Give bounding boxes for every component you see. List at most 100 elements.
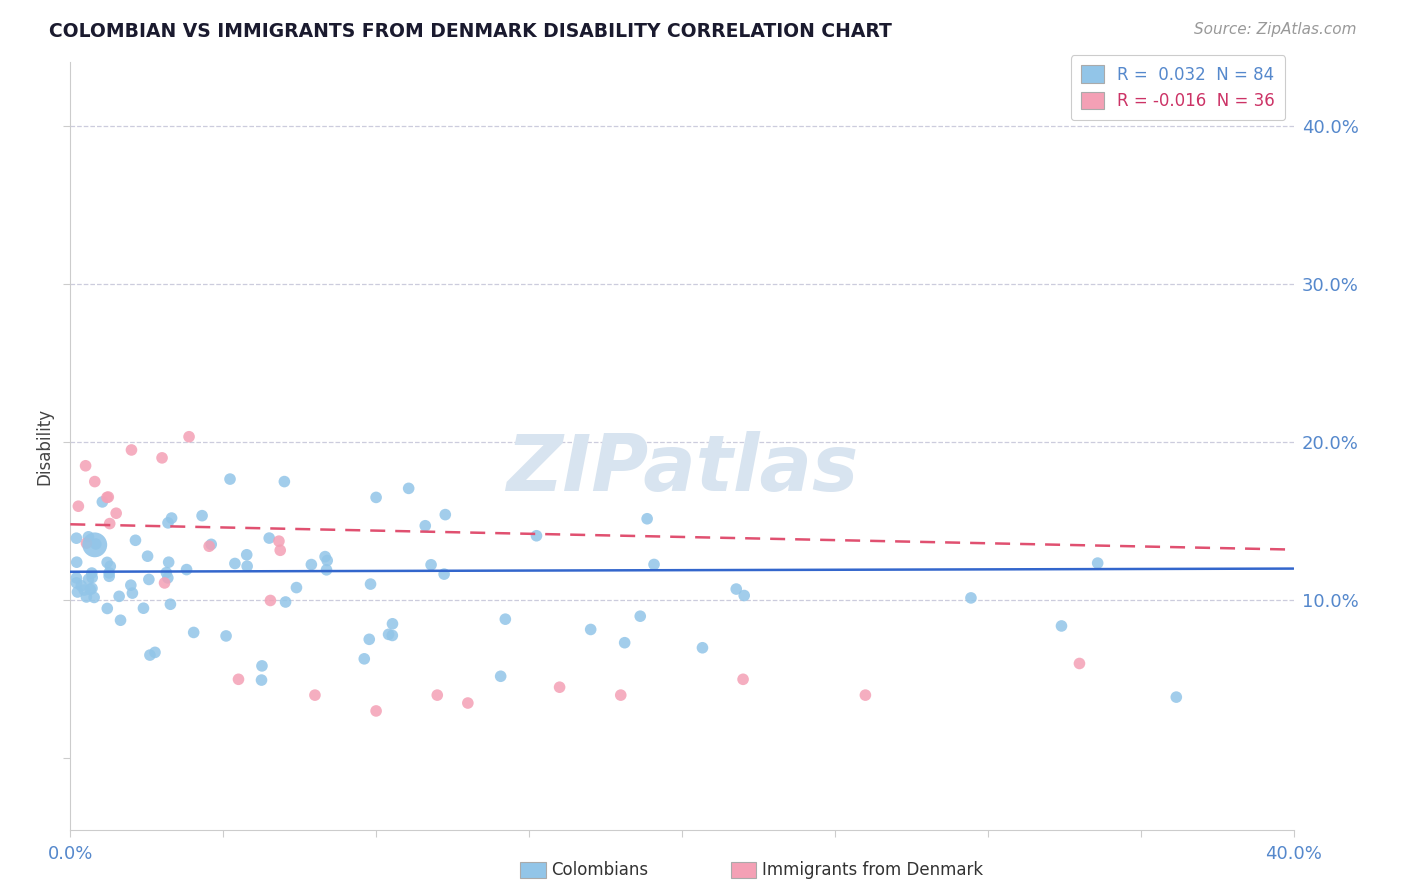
Point — [273, 475, 295, 489]
Point — [381, 628, 404, 642]
Point — [139, 648, 162, 662]
Text: 40.0%: 40.0% — [1265, 846, 1322, 863]
Point — [359, 632, 381, 647]
Point — [228, 673, 250, 687]
Point — [725, 582, 748, 596]
Point — [855, 688, 877, 702]
Point — [136, 549, 159, 564]
Point — [381, 616, 404, 631]
Point — [138, 573, 160, 587]
Point — [98, 569, 121, 583]
Point — [377, 627, 399, 641]
Legend: R =  0.032  N = 84, R = -0.016  N = 36: R = 0.032 N = 84, R = -0.016 N = 36 — [1071, 55, 1285, 120]
Point — [143, 645, 166, 659]
Point — [643, 558, 665, 572]
Point — [413, 518, 436, 533]
Point — [91, 495, 114, 509]
Point — [176, 563, 198, 577]
Point — [259, 593, 281, 607]
Point — [121, 442, 143, 457]
Point — [160, 511, 183, 525]
Point — [250, 673, 273, 687]
Point — [250, 659, 273, 673]
Point — [224, 557, 246, 571]
Point — [733, 673, 755, 687]
Point — [434, 508, 457, 522]
Point — [73, 582, 96, 597]
Point — [299, 558, 322, 572]
Point — [97, 490, 120, 504]
Point — [83, 475, 105, 489]
Point — [457, 696, 479, 710]
Point — [579, 623, 602, 637]
Point — [274, 595, 297, 609]
Point — [75, 458, 97, 473]
Point — [153, 576, 176, 591]
Point — [628, 609, 651, 624]
Point — [733, 589, 755, 603]
Point — [155, 566, 177, 580]
Point — [267, 534, 290, 549]
Point — [80, 566, 103, 580]
Point — [236, 559, 259, 574]
Point — [98, 559, 121, 574]
Point — [1050, 619, 1073, 633]
Point — [121, 586, 143, 600]
Point — [285, 581, 308, 595]
Point — [304, 688, 326, 702]
Point — [156, 571, 179, 585]
Point — [66, 555, 89, 569]
Point — [96, 491, 118, 505]
Point — [150, 450, 173, 465]
Point — [110, 613, 132, 627]
Point — [83, 538, 105, 552]
Text: Source: ZipAtlas.com: Source: ZipAtlas.com — [1194, 22, 1357, 37]
Point — [98, 566, 121, 580]
Point — [66, 585, 89, 599]
Point — [494, 612, 516, 626]
Point — [398, 481, 420, 495]
Point — [353, 652, 375, 666]
Point — [84, 537, 107, 551]
Text: Colombians: Colombians — [551, 861, 648, 879]
Point — [80, 582, 103, 596]
Point — [960, 591, 983, 605]
Point — [65, 531, 87, 545]
Point — [526, 529, 548, 543]
Point — [315, 563, 337, 577]
Point — [1069, 657, 1091, 671]
Point — [360, 577, 382, 591]
Point — [108, 590, 131, 604]
Point — [120, 578, 142, 592]
Point — [366, 491, 388, 505]
Point — [613, 636, 636, 650]
Point — [316, 553, 339, 567]
Point — [433, 567, 456, 582]
Point — [1166, 690, 1188, 705]
Point — [191, 508, 214, 523]
Point — [77, 530, 100, 544]
Point — [215, 629, 238, 643]
Point — [177, 430, 200, 444]
Point — [65, 575, 87, 590]
Point — [183, 625, 205, 640]
Text: Immigrants from Denmark: Immigrants from Denmark — [762, 861, 983, 879]
Point — [79, 582, 101, 597]
Point — [198, 539, 221, 553]
Point — [426, 688, 449, 702]
Point — [157, 555, 180, 569]
Point — [269, 543, 291, 558]
Point — [235, 548, 257, 562]
Text: 0.0%: 0.0% — [48, 846, 93, 863]
Point — [1087, 556, 1109, 570]
Point — [105, 506, 128, 520]
Point — [420, 558, 443, 572]
Text: ZIPatlas: ZIPatlas — [506, 431, 858, 507]
Point — [65, 571, 87, 585]
Point — [132, 601, 155, 615]
Point — [96, 601, 118, 615]
Point — [219, 472, 242, 486]
Point — [67, 500, 90, 514]
Point — [83, 591, 105, 605]
Point — [75, 590, 97, 604]
